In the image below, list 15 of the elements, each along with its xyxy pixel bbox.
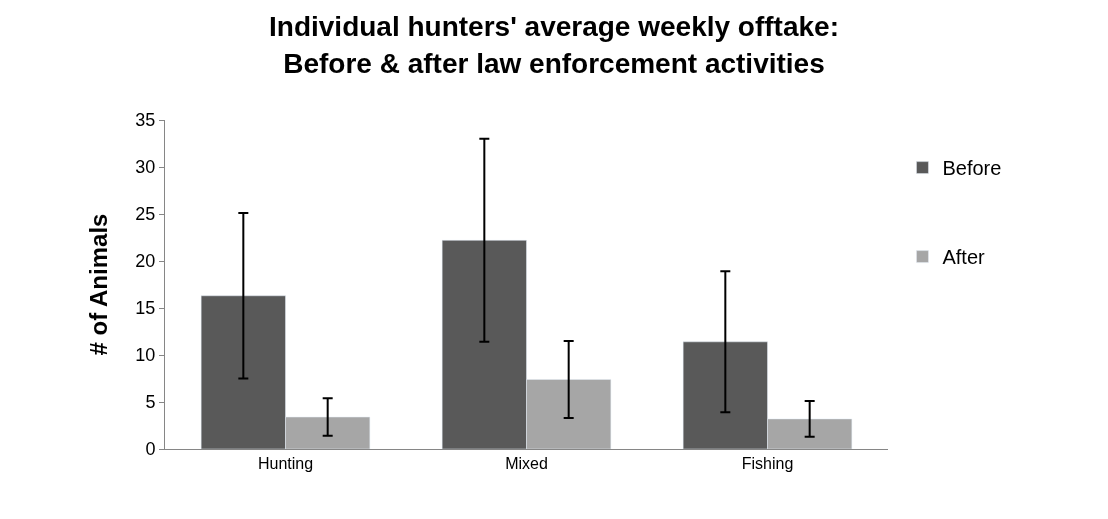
legend-label: Before — [942, 157, 1002, 180]
legend-label: After — [942, 246, 986, 269]
y-tick-label: 30 — [135, 157, 156, 178]
y-axis-title: # of Animals — [85, 213, 113, 356]
y-tick-label: 35 — [135, 110, 156, 131]
x-tick-label: Hunting — [257, 455, 314, 473]
y-tick-label: 15 — [135, 298, 156, 319]
y-tick-label: 0 — [145, 439, 156, 460]
y-tick-label: 25 — [135, 204, 156, 225]
y-tick-label: 5 — [145, 392, 156, 413]
x-tick-label: Fishing — [741, 455, 794, 473]
y-tick-label: 10 — [135, 345, 156, 366]
chart-title: Individual hunters' average weekly offtake: Before & after law enforcement activities — [269, 11, 839, 79]
y-tick-label: 20 — [135, 251, 156, 272]
x-tick-label: Mixed — [505, 455, 548, 473]
